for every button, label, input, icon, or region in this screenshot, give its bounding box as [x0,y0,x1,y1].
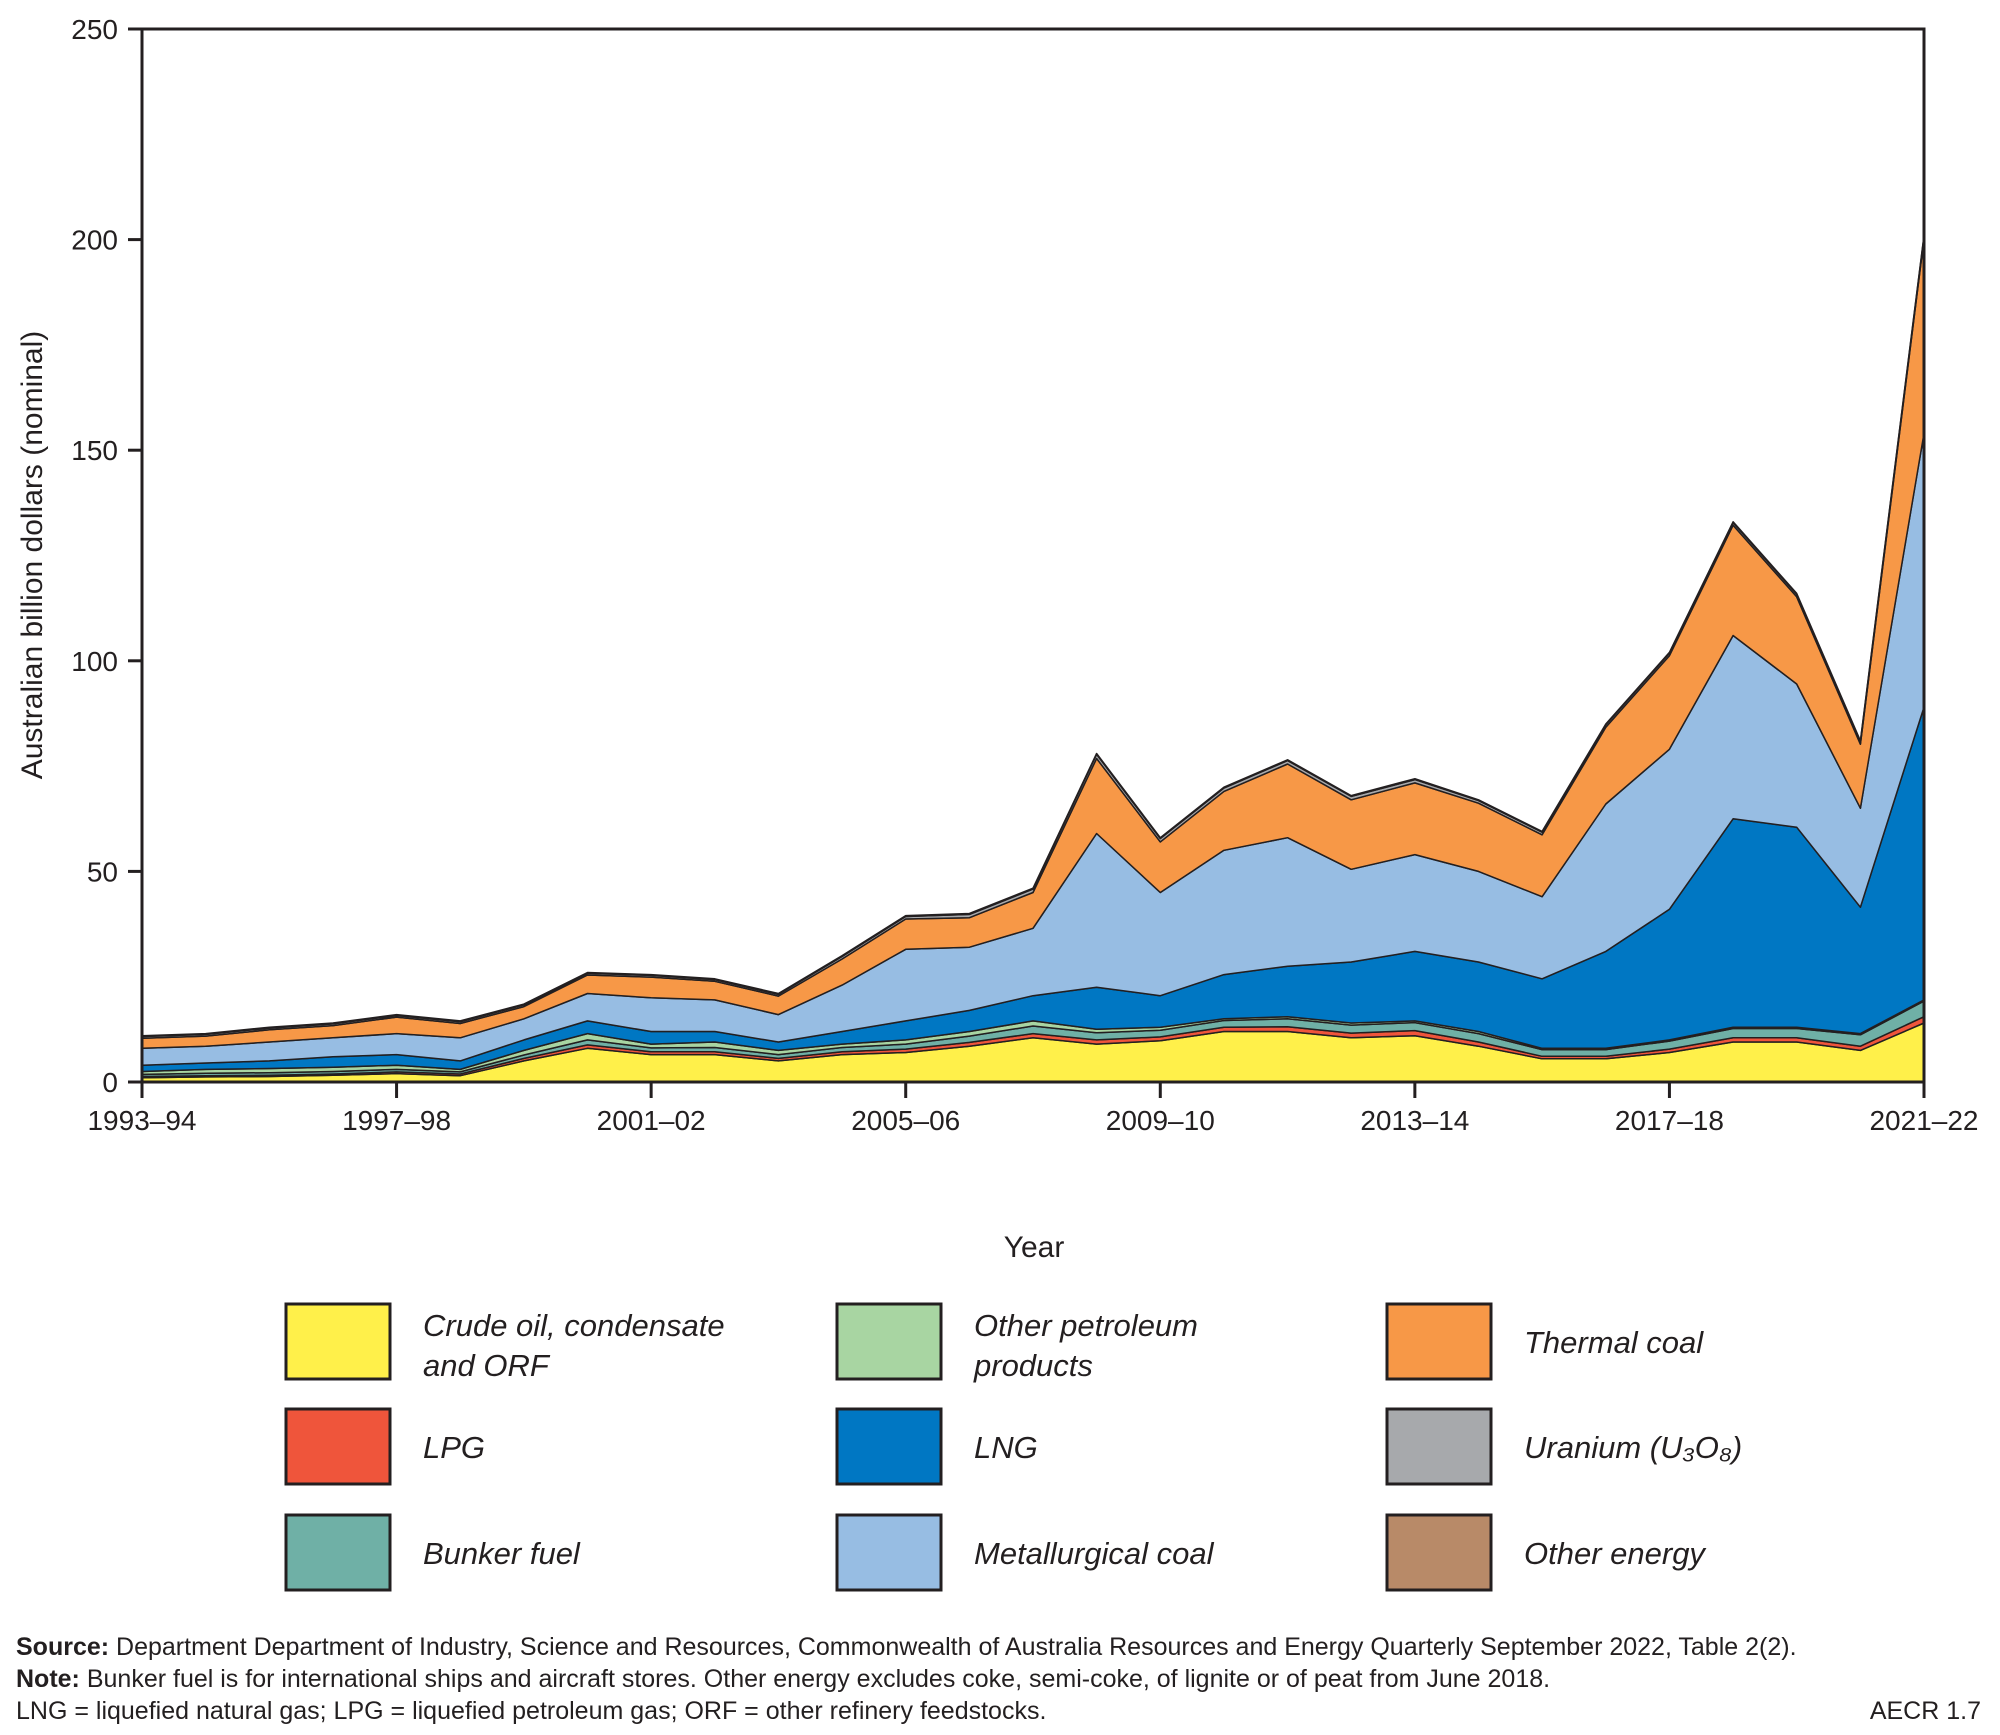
legend-item: Other petroleum products [835,1302,1198,1383]
y-axis-label: Australian billion dollars (nominal) [16,331,49,780]
y-tick-label: 250 [71,14,118,45]
legend-item: LNG [835,1407,1038,1486]
y-tick-label: 200 [71,225,118,256]
abbreviations: LNG = liquefied natural gas; LPG = lique… [16,1697,1046,1725]
legend-swatch [1385,1513,1493,1592]
legend-label-line2: and ORF [423,1348,551,1383]
legend-item: Thermal coal [1385,1302,1704,1381]
legend-item: Bunker fuel [284,1513,581,1592]
source-note: Source: Department Department of Industr… [16,1633,1797,1661]
x-tick-label: 2021–22 [1869,1105,1978,1136]
legend-item: LPG [284,1407,485,1486]
legend-swatch [835,1513,943,1592]
legend-swatch [835,1302,943,1381]
x-tick-label: 2009–10 [1106,1105,1215,1136]
legend-label: Bunker fuel [423,1536,581,1571]
y-tick-label: 150 [71,435,118,466]
legend-swatch [835,1407,943,1486]
legend-item: Metallurgical coal [835,1513,1215,1592]
x-tick-label: 2005–06 [851,1105,960,1136]
legend-label-line2: products [973,1348,1093,1383]
legend-swatch [284,1407,392,1486]
area-layers [141,234,1925,1083]
legend-label: Other energy [1524,1536,1707,1571]
legend-label: Metallurgical coal [974,1536,1215,1571]
axes: 0 50 100 150 200 250 1993–94 1997–98 2001–02 2005… [71,14,1978,1136]
plot-frame [140,27,1926,1084]
legend-item: Uranium (U₃O₈) [1385,1407,1742,1486]
legend-swatch [1385,1407,1493,1486]
x-tick-label: 2017–18 [1615,1105,1724,1136]
y-tick-label: 100 [71,646,118,677]
x-tick-label: 2013–14 [1360,1105,1469,1136]
legend-label: Crude oil, condensate [423,1308,725,1343]
x-tick-label: 2001–02 [597,1105,706,1136]
legend-label: Uranium (U₃O₈) [1524,1430,1742,1465]
note: Note: Bunker fuel is for international s… [16,1665,1550,1693]
legend: Crude oil, condensate and ORF LPG Bunker fu… [284,1302,1742,1592]
x-axis-label: Year [1004,1231,1065,1264]
legend-label: Thermal coal [1524,1325,1704,1360]
y-tick-label: 50 [87,856,118,887]
legend-label: LNG [974,1430,1038,1465]
figure-id: AECR 1.7 [1870,1697,1981,1725]
legend-item: Crude oil, condensate and ORF [284,1302,725,1383]
legend-swatch [284,1513,392,1592]
y-tick-label: 0 [102,1067,118,1098]
x-tick-label: 1993–94 [87,1105,196,1136]
legend-swatch [284,1302,392,1381]
legend-label: LPG [423,1430,485,1465]
legend-swatch [1385,1302,1493,1381]
footer: Source: Department Department of Industr… [16,1633,1981,1725]
x-tick-label: 1997–98 [342,1105,451,1136]
legend-label: Other petroleum [974,1308,1198,1343]
legend-item: Other energy [1385,1513,1707,1592]
